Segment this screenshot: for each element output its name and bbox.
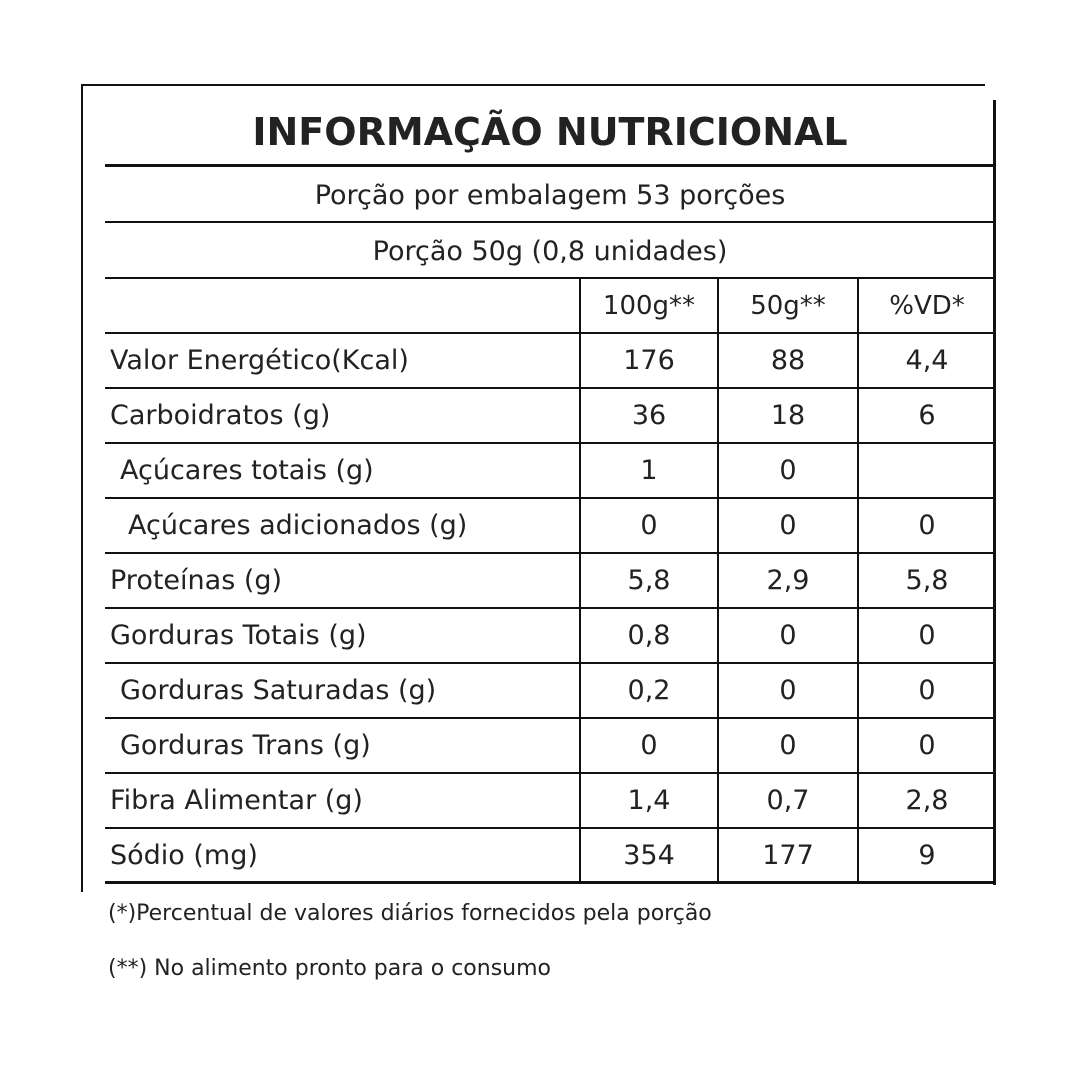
nutrient-value: 0 <box>640 510 658 541</box>
nutrient-value: 36 <box>631 400 667 431</box>
nutrient-name: Fibra Alimentar (g) <box>110 785 363 816</box>
title: INFORMAÇÃO NUTRICIONAL <box>252 110 848 154</box>
nutrient-name: Valor Energético(Kcal) <box>110 345 409 376</box>
nutrient-value: 0 <box>779 730 797 761</box>
nutrient-value: 0 <box>779 510 797 541</box>
right-border <box>993 100 996 885</box>
nutrient-name: Sódio (mg) <box>110 840 258 871</box>
nutrient-value: 5,8 <box>627 565 671 596</box>
nutrient-value: 354 <box>623 840 675 871</box>
rule <box>105 827 996 829</box>
serving-size: Porção 50g (0,8 unidades) <box>372 236 728 267</box>
nutrient-value: 2,9 <box>766 565 810 596</box>
nutrient-value: 0,8 <box>627 620 671 651</box>
nutrient-value: 5,8 <box>905 565 949 596</box>
nutrient-name: Açúcares totais (g) <box>120 455 374 486</box>
nutrient-value: 0 <box>918 730 936 761</box>
nutrient-value: 18 <box>770 400 806 431</box>
nutrient-name: Açúcares adicionados (g) <box>128 510 468 541</box>
frame-top <box>82 84 985 86</box>
rule <box>105 332 996 334</box>
column-header: 50g** <box>750 291 826 321</box>
nutrient-value: 0,2 <box>627 675 671 706</box>
nutrient-value: 0 <box>918 620 936 651</box>
nutrient-value: 0 <box>779 620 797 651</box>
rule <box>105 221 996 223</box>
nutrient-value: 88 <box>770 345 806 376</box>
nutrient-value: 0 <box>918 510 936 541</box>
nutrient-value: 0 <box>779 455 797 486</box>
nutrient-value: 2,8 <box>905 785 949 816</box>
nutrient-value: 1 <box>640 455 658 486</box>
column-header: 100g** <box>602 291 696 321</box>
rule <box>105 717 996 719</box>
nutrient-value: 4,4 <box>905 345 949 376</box>
rule <box>105 387 996 389</box>
nutrient-name: Gorduras Trans (g) <box>120 730 371 761</box>
footnote: (*)Percentual de valores diários forneci… <box>108 901 712 926</box>
nutrient-value: 177 <box>762 840 814 871</box>
servings-per-package: Porção por embalagem 53 porções <box>314 180 786 211</box>
rule <box>105 881 996 884</box>
rule <box>105 497 996 499</box>
nutrient-value: 0 <box>918 675 936 706</box>
rule <box>105 552 996 554</box>
rule <box>105 772 996 774</box>
nutrient-value: 9 <box>918 840 936 871</box>
footnote: (**) No alimento pronto para o consumo <box>108 956 551 981</box>
column-rule <box>717 278 719 883</box>
rule <box>105 662 996 664</box>
nutrient-value: 1,4 <box>627 785 671 816</box>
nutrient-value: 6 <box>918 400 936 431</box>
rule <box>105 442 996 444</box>
nutrient-value: 0,7 <box>766 785 810 816</box>
rule <box>105 277 996 279</box>
nutrient-name: Gorduras Saturadas (g) <box>120 675 437 706</box>
nutrient-name: Gorduras Totais (g) <box>110 620 367 651</box>
nutrient-value: 0 <box>779 675 797 706</box>
nutrient-value: 176 <box>623 345 675 376</box>
column-rule <box>857 278 859 883</box>
column-header: %VD* <box>889 291 965 321</box>
column-rule <box>579 278 581 883</box>
nutrient-name: Proteínas (g) <box>110 565 283 596</box>
nutrient-value: 0 <box>640 730 658 761</box>
rule <box>105 164 996 167</box>
nutrient-name: Carboidratos (g) <box>110 400 331 431</box>
frame-left <box>81 84 83 892</box>
rule <box>105 607 996 609</box>
